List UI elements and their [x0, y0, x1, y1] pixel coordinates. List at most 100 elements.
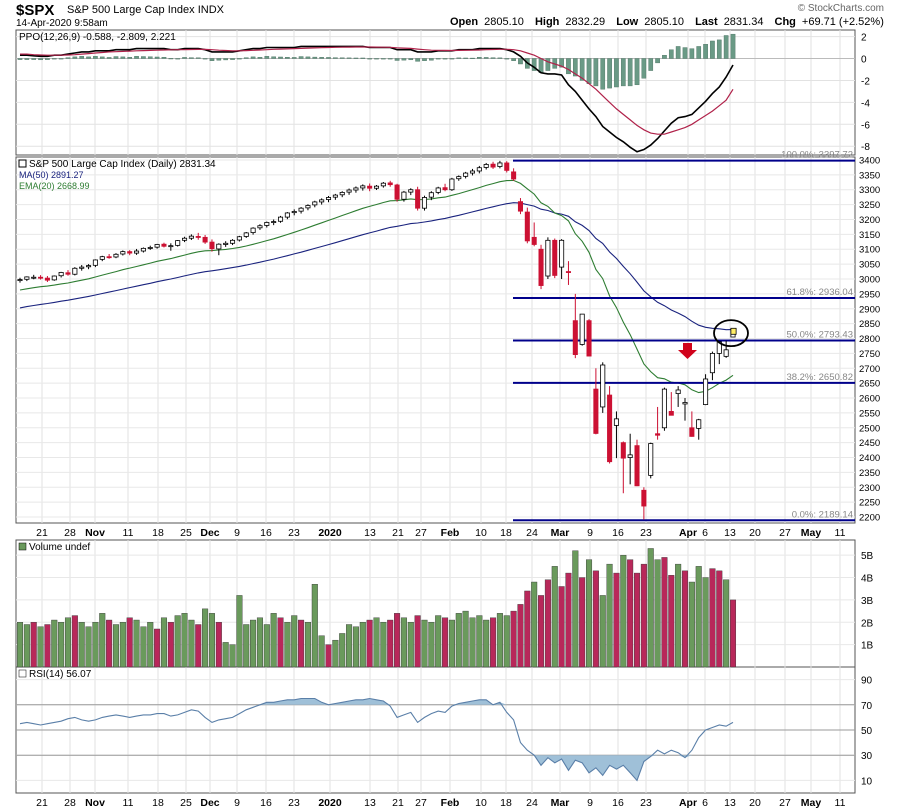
candle-body: [120, 251, 126, 255]
candle-body: [552, 239, 558, 276]
rsi-tick-label: 90: [861, 676, 873, 687]
ppo-histogram-bar: [271, 56, 276, 59]
volume-bar: [236, 595, 243, 668]
volume-bar: [668, 575, 675, 668]
last-value: 2831.34: [723, 16, 764, 28]
down-arrow-annotation: [678, 343, 697, 359]
x-tick-label: Dec: [200, 527, 219, 539]
ppo-histogram-bar: [298, 56, 304, 59]
ppo-tick-label: -8: [861, 142, 870, 153]
candle-body: [456, 176, 462, 180]
ema20-line: [19, 179, 734, 394]
fib-level-label: 50.0%: 2793.43: [786, 329, 853, 340]
volume-bar: [517, 604, 524, 668]
volume-bar: [16, 622, 24, 668]
x-tick-label: 16: [260, 527, 272, 539]
candle-body: [517, 201, 523, 212]
price-tick-label: 3250: [859, 200, 880, 211]
candle-body: [661, 388, 667, 429]
candle-body: [565, 271, 571, 273]
ppo-histogram-bar: [141, 56, 146, 59]
ppo-histogram-bar: [339, 57, 345, 59]
volume-bar: [380, 622, 387, 668]
volume-bar: [208, 613, 215, 668]
x-tick-label: 27: [779, 527, 791, 539]
volume-bar: [716, 570, 723, 668]
candle-body: [373, 185, 380, 189]
ppo-histogram-bar: [572, 58, 578, 77]
x-tick-label: 21: [392, 797, 404, 809]
change-value: +69.71 (+2.52%): [801, 16, 884, 28]
price-tick-label: 2450: [859, 438, 880, 449]
price-tick-label: 3050: [859, 260, 880, 271]
ppo-histogram-bar: [497, 57, 503, 59]
volume-bar: [729, 599, 737, 668]
ppo-legend: PPO(12,26,9) -0.588, -2.809, 2.221: [19, 32, 176, 43]
volume-bar: [448, 619, 455, 668]
candle-body: [483, 164, 489, 168]
ppo-histogram-bar: [106, 57, 112, 59]
ppo-histogram-bar: [579, 58, 585, 81]
x-tick-label: 20: [749, 527, 761, 539]
volume-tick-label: 3B: [861, 596, 874, 607]
volume-bar: [613, 572, 620, 668]
candle-body: [147, 247, 153, 249]
candle-body: [360, 185, 366, 189]
volume-bar: [160, 617, 167, 668]
candle-body: [689, 427, 695, 437]
ppo-histogram-bar: [38, 58, 43, 61]
candle-body: [284, 212, 290, 218]
candle-body: [127, 251, 133, 254]
volume-bar: [44, 624, 51, 668]
candle-body: [325, 197, 332, 200]
candle-body: [394, 184, 400, 200]
candle-body: [476, 167, 482, 172]
candle-body: [655, 433, 661, 436]
ppo-tick-label: -4: [861, 98, 870, 109]
x-tick-label: 25: [180, 797, 192, 809]
volume-bar: [709, 568, 716, 668]
ppo-histogram-bar: [415, 58, 420, 62]
candle-body: [113, 253, 119, 258]
volume-bar: [462, 610, 469, 668]
volume-bar: [442, 617, 449, 668]
ppo-histogram-bar: [305, 56, 311, 59]
volume-bar: [606, 563, 613, 668]
volume-bar: [250, 619, 257, 668]
volume-bar: [106, 619, 113, 668]
price-tick-label: 2850: [859, 319, 880, 330]
volume-bar: [565, 572, 572, 668]
candle-body: [586, 320, 592, 357]
candle-body: [79, 266, 85, 269]
price-tick-label: 2800: [859, 334, 880, 345]
x-tick-label: 23: [288, 527, 300, 539]
ppo-histogram-bar: [518, 58, 523, 65]
candle-body: [668, 411, 674, 416]
candle-body: [72, 267, 78, 275]
ma50-legend: MA(50) 2891.27: [19, 170, 84, 180]
candle-body: [408, 189, 414, 193]
index-name-text: S&P 500 Large Cap Index: [67, 4, 195, 16]
volume-bar: [99, 613, 106, 668]
ppo-histogram-bar: [346, 57, 352, 59]
rsi-tick-label: 10: [861, 776, 873, 787]
volume-bar: [112, 624, 119, 668]
ppo-histogram-bar: [689, 48, 695, 59]
x-tick-label: 16: [612, 797, 624, 809]
ppo-histogram-bar: [285, 56, 290, 59]
candle-body: [202, 236, 208, 243]
rsi-tick-label: 70: [861, 701, 873, 712]
volume-bar: [592, 570, 599, 668]
fib-level-label: 38.2%: 2650.82: [786, 372, 853, 383]
candle-body: [339, 192, 345, 196]
price-title: S&P 500 Large Cap Index (Daily) 2831.34: [29, 159, 216, 170]
ppo-histogram-bar: [360, 57, 366, 59]
x-tick-label: 13: [364, 527, 376, 539]
high-label: High: [534, 16, 560, 28]
x-tick-label: 10: [475, 527, 487, 539]
ppo-histogram-bar: [223, 58, 228, 61]
candle-body: [353, 187, 359, 191]
volume-bar: [586, 559, 593, 668]
candle-body: [497, 162, 503, 167]
candle-body: [31, 276, 37, 279]
